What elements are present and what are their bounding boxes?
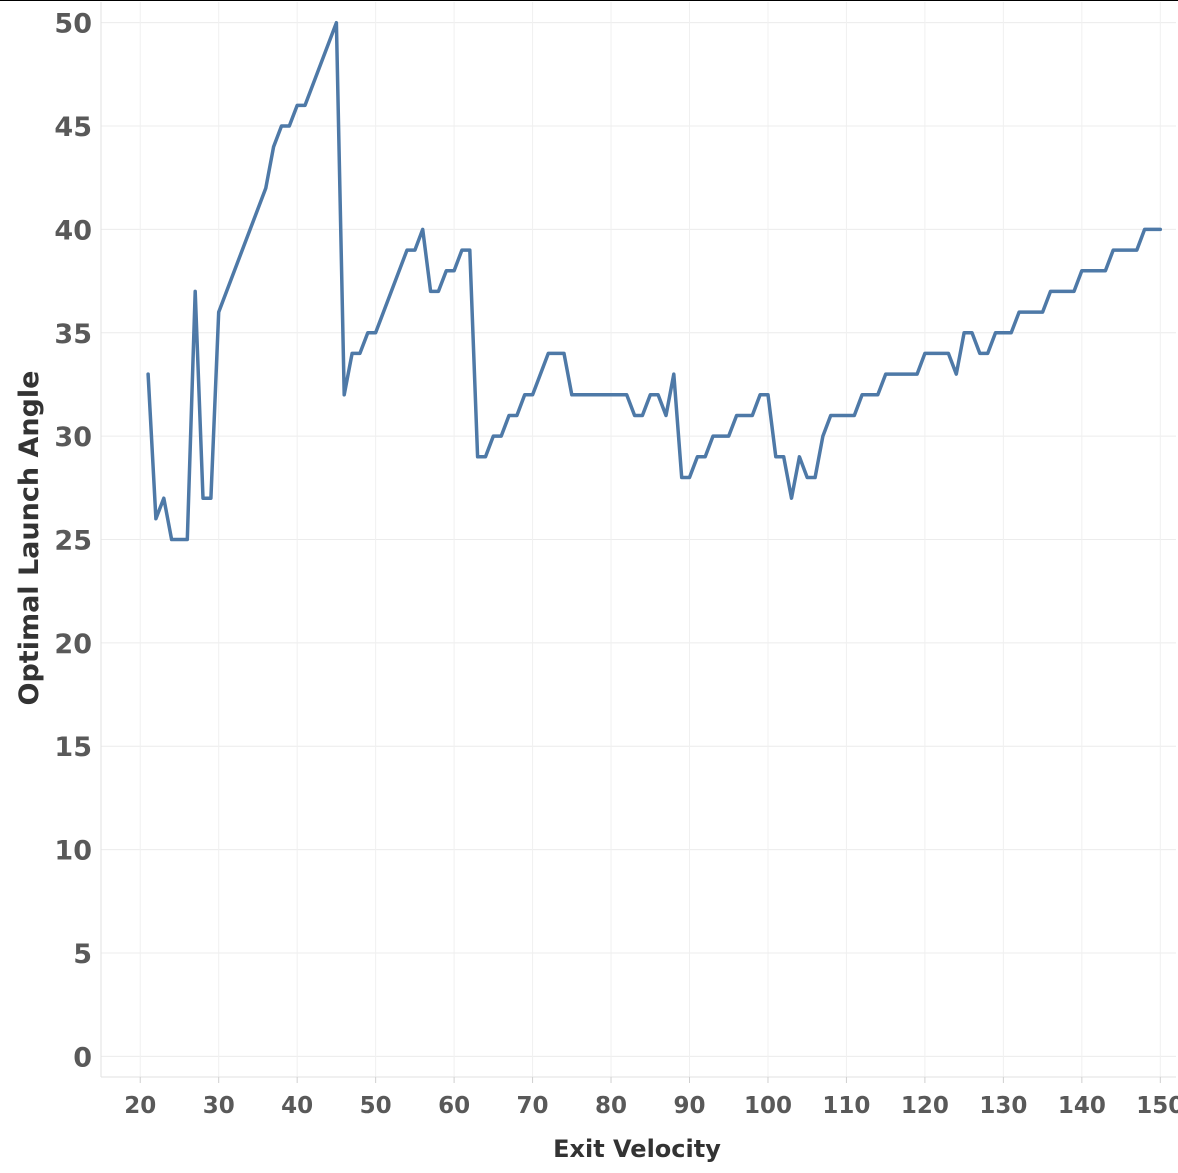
- x-tick-label: 110: [822, 1093, 870, 1119]
- y-tick-label: 0: [73, 1042, 92, 1073]
- y-tick-label: 20: [54, 629, 92, 660]
- axes: [100, 2, 1176, 1078]
- x-tick-label: 90: [673, 1093, 705, 1119]
- y-tick-label: 25: [54, 526, 92, 557]
- x-tick-label: 50: [360, 1093, 392, 1119]
- x-tick-label: 60: [438, 1093, 470, 1119]
- x-tick-label: 40: [281, 1093, 313, 1119]
- x-tick-label: 30: [203, 1093, 235, 1119]
- y-tick-label: 50: [54, 9, 92, 40]
- x-tick-label: 80: [595, 1093, 627, 1119]
- y-tick-label: 35: [54, 319, 92, 350]
- x-tick-label: 130: [979, 1093, 1027, 1119]
- x-tick-label: 70: [517, 1093, 549, 1119]
- x-tick-label: 140: [1058, 1093, 1106, 1119]
- y-tick-label: 15: [54, 732, 92, 763]
- x-tick-label: 120: [901, 1093, 949, 1119]
- y-tick-label: 40: [54, 215, 92, 246]
- x-tick-label: 100: [744, 1093, 792, 1119]
- y-axis-title: Optimal Launch Angle: [14, 371, 45, 706]
- top-border-rule: [0, 0, 1178, 1]
- x-axis-title: Exit Velocity: [553, 1135, 721, 1163]
- y-axis-ticks: 0 5 10 15 20 25 30 35 40 45 50: [54, 9, 92, 1074]
- y-tick-label: 45: [54, 112, 92, 143]
- grid-lines: [101, 2, 1176, 1077]
- y-tick-label: 10: [54, 836, 92, 867]
- series: [146, 20, 1163, 542]
- x-axis-ticks: 20 30 40 50 60 70 80 90 100 110 120 130 140 150: [124, 1077, 1178, 1119]
- series-line: [146, 20, 1163, 542]
- x-tick-label: 150: [1136, 1093, 1178, 1119]
- y-tick-label: 30: [54, 422, 92, 453]
- y-tick-label: 5: [73, 939, 92, 970]
- x-tick-label: 20: [124, 1093, 156, 1119]
